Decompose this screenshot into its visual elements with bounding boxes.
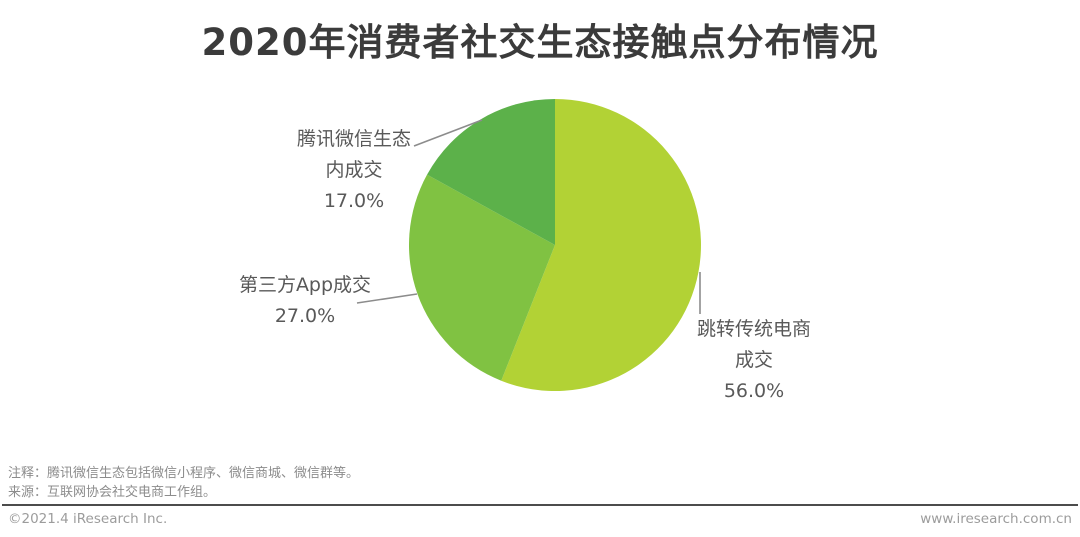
- label-tencent-wechat-line1: 腾讯微信生态: [296, 128, 412, 150]
- note-annotation: 注释：腾讯微信生态包括微信小程序、微信商城、微信群等。: [8, 466, 360, 481]
- label-tencent-wechat: 腾讯微信生态 内成交 17.0%: [297, 124, 411, 217]
- label-traditional-ecommerce-value: 56.0%: [723, 380, 785, 402]
- footnotes: 注释：腾讯微信生态包括微信小程序、微信商城、微信群等。 来源：互联网协会社交电商…: [8, 464, 359, 502]
- leader-lines: [356, 119, 701, 314]
- copyright-text: ©2021.4 iResearch Inc.: [8, 511, 168, 527]
- label-third-party-app: 第三方App成交 27.0%: [239, 270, 371, 332]
- label-third-party-app-value: 27.0%: [274, 305, 336, 327]
- pie-slice-0: [501, 99, 701, 392]
- label-third-party-app-line1: 第三方App成交: [238, 274, 372, 296]
- footer-divider: [2, 504, 1078, 506]
- pie-slices: [408, 99, 701, 392]
- leader-line-tencent-wechat: [413, 119, 483, 147]
- website-text: www.iresearch.com.cn: [920, 511, 1072, 527]
- leader-line-third-party: [356, 293, 418, 304]
- label-traditional-ecommerce-line2: 成交: [734, 349, 774, 371]
- pie-slice-2: [427, 99, 555, 245]
- label-tencent-wechat-line2: 内成交: [325, 159, 383, 181]
- chart-title: 2020年消费者社交生态接触点分布情况: [201, 21, 879, 64]
- label-traditional-ecommerce: 跳转传统电商 成交 56.0%: [697, 314, 811, 407]
- pie-slice-1: [408, 174, 555, 381]
- label-traditional-ecommerce-line1: 跳转传统电商: [696, 318, 812, 340]
- note-source: 来源：互联网协会社交电商工作组。: [8, 485, 217, 500]
- footer: ©2021.4 iResearch Inc. www.iresearch.com…: [8, 511, 1072, 527]
- label-tencent-wechat-value: 17.0%: [323, 190, 385, 212]
